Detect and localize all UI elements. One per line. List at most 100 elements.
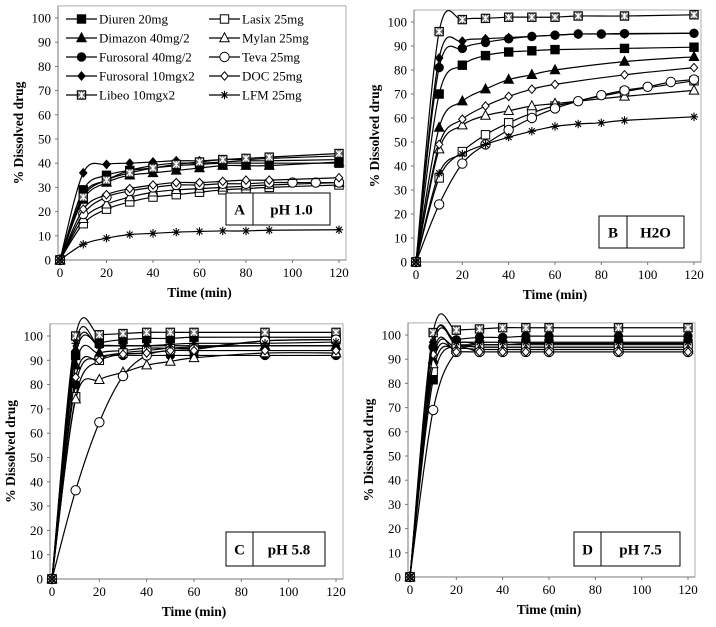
data-point [665, 76, 677, 88]
marker-cross [522, 324, 530, 332]
legend-label: Diuren 20mg [99, 12, 168, 27]
data-point [457, 36, 467, 47]
data-point [405, 572, 415, 582]
marker-cross [574, 12, 582, 20]
data-point [527, 31, 537, 42]
data-point [427, 404, 439, 416]
x-tick-label: 80 [240, 265, 253, 280]
data-point [93, 373, 105, 384]
data-point [241, 226, 251, 236]
y-axis-title: % Dissolved drug [3, 400, 18, 503]
y-tick-label: 30 [38, 180, 51, 195]
series-line [409, 313, 688, 578]
y-tick-label: 10 [388, 545, 401, 560]
data-point [521, 323, 531, 333]
y-tick-label: 70 [30, 401, 43, 416]
data-point [572, 96, 584, 107]
panel-letter: B [608, 226, 618, 242]
y-tick-label: 20 [394, 207, 407, 222]
data-point [148, 163, 158, 173]
x-tick-label: 100 [632, 582, 652, 597]
marker-cross [77, 91, 86, 99]
series-lfm-25mg [55, 225, 344, 265]
data-point [94, 355, 104, 366]
data-point [597, 118, 606, 127]
marker-cross [335, 149, 343, 158]
marker-cross [195, 158, 204, 166]
marker-cross [684, 324, 692, 332]
data-point [141, 358, 153, 370]
series-diuren-20mg [411, 42, 699, 267]
data-point [264, 175, 274, 186]
marker-cross [190, 328, 198, 336]
y-tick-label: 90 [394, 39, 407, 54]
legend-marker [220, 90, 229, 100]
data-point [434, 139, 444, 150]
data-point [549, 103, 561, 114]
x-tick-label: 120 [326, 584, 346, 599]
series-lfm-25mg [47, 325, 341, 584]
data-point [526, 99, 538, 111]
data-point [164, 355, 176, 366]
data-point [166, 340, 175, 349]
data-point [79, 240, 88, 249]
data-point [260, 327, 270, 338]
y-tick-label: 80 [388, 376, 401, 391]
data-point [504, 133, 513, 142]
data-point [480, 13, 491, 24]
data-point [619, 43, 630, 54]
marker-cross [458, 15, 466, 24]
marker-cross [95, 331, 103, 339]
data-point [241, 153, 251, 164]
y-tick-label: 0 [395, 570, 402, 585]
x-tick-label: 0 [49, 584, 56, 599]
condition-label-box: B H2O [598, 215, 685, 249]
legend-label: Lasix 25mg [242, 12, 304, 27]
y-axis-title: % Dissolved drug [11, 81, 26, 184]
legend-marker [77, 71, 86, 81]
data-point [78, 204, 88, 215]
legend-entry-furosoral-10mgx2: Furosoral 10mgx2 [66, 69, 195, 84]
data-point [689, 112, 699, 121]
data-point [527, 12, 537, 22]
data-point [165, 345, 175, 356]
y-tick-label: 100 [32, 11, 52, 26]
data-point [474, 324, 485, 334]
box-frame [225, 531, 326, 567]
y-tick-label: 70 [388, 400, 401, 415]
series-libeo-10mgx2 [405, 313, 693, 582]
data-point [189, 339, 199, 348]
x-axis-title: Time (min) [517, 602, 582, 617]
data-point [503, 47, 514, 57]
data-point [689, 10, 699, 20]
data-point [118, 341, 128, 350]
data-point [480, 130, 491, 140]
x-tick-label: 40 [496, 582, 509, 597]
y-tick-label: 90 [30, 353, 43, 368]
legend-entry-teva-25mg: Teva 25mg [209, 50, 300, 65]
data-point [689, 42, 699, 52]
marker-cross [261, 328, 269, 336]
box-frame [598, 215, 685, 249]
data-point [614, 346, 623, 357]
legend-label: Libeo 10mgx2 [99, 88, 175, 103]
data-point [125, 168, 135, 178]
data-point [260, 345, 270, 356]
panel-condition: pH 7.5 [619, 543, 662, 559]
data-point [101, 175, 112, 185]
data-point [550, 122, 560, 131]
data-point [142, 348, 152, 358]
data-point [549, 63, 561, 75]
data-point [434, 26, 444, 37]
data-point [428, 338, 438, 347]
data-point [498, 346, 508, 357]
data-point [125, 158, 135, 169]
data-point [503, 12, 514, 22]
data-point [170, 164, 182, 175]
panel-condition: pH 1.0 [270, 203, 313, 219]
series-line [51, 325, 337, 580]
legend-label: Furosoral 10mgx2 [99, 69, 195, 84]
data-point [498, 338, 507, 347]
data-point [619, 11, 630, 21]
